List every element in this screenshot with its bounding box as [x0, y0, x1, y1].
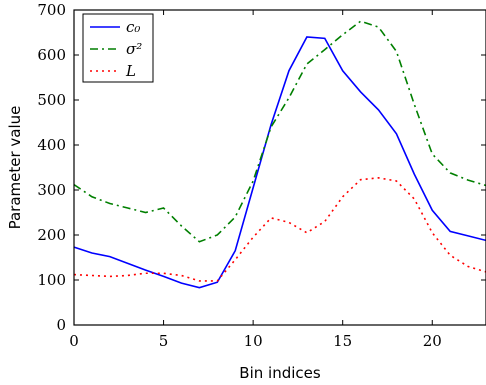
- y-tick-label: 200: [37, 226, 66, 244]
- x-tick-label: 0: [69, 332, 79, 350]
- x-axis-label: Bin indices: [239, 364, 321, 382]
- x-tick-label: 5: [159, 332, 169, 350]
- y-tick-label: 400: [37, 136, 66, 154]
- y-axis-label: Parameter value: [6, 106, 24, 230]
- x-tick-label: 20: [423, 332, 442, 350]
- y-tick-label: 300: [37, 181, 66, 199]
- series-line-1: [73, 20, 486, 243]
- y-tick-label: 0: [56, 316, 66, 334]
- series-line-0: [73, 36, 486, 289]
- legend-box: [82, 13, 154, 83]
- legend-label-sigma2: σ²: [126, 40, 142, 58]
- legend-label-L: L: [125, 62, 136, 80]
- plot-frame: [73, 9, 486, 326]
- y-tick-label: 600: [37, 46, 66, 64]
- plot-area: [73, 20, 486, 289]
- y-tick-label: 700: [37, 1, 66, 19]
- legend: c₀ σ² L: [82, 13, 154, 83]
- legend-label-c0: c₀: [126, 18, 140, 36]
- x-tick-label: 10: [244, 332, 263, 350]
- y-tick-label: 100: [37, 271, 66, 289]
- y-tick-label: 500: [37, 91, 66, 109]
- x-tick-label: 15: [333, 332, 352, 350]
